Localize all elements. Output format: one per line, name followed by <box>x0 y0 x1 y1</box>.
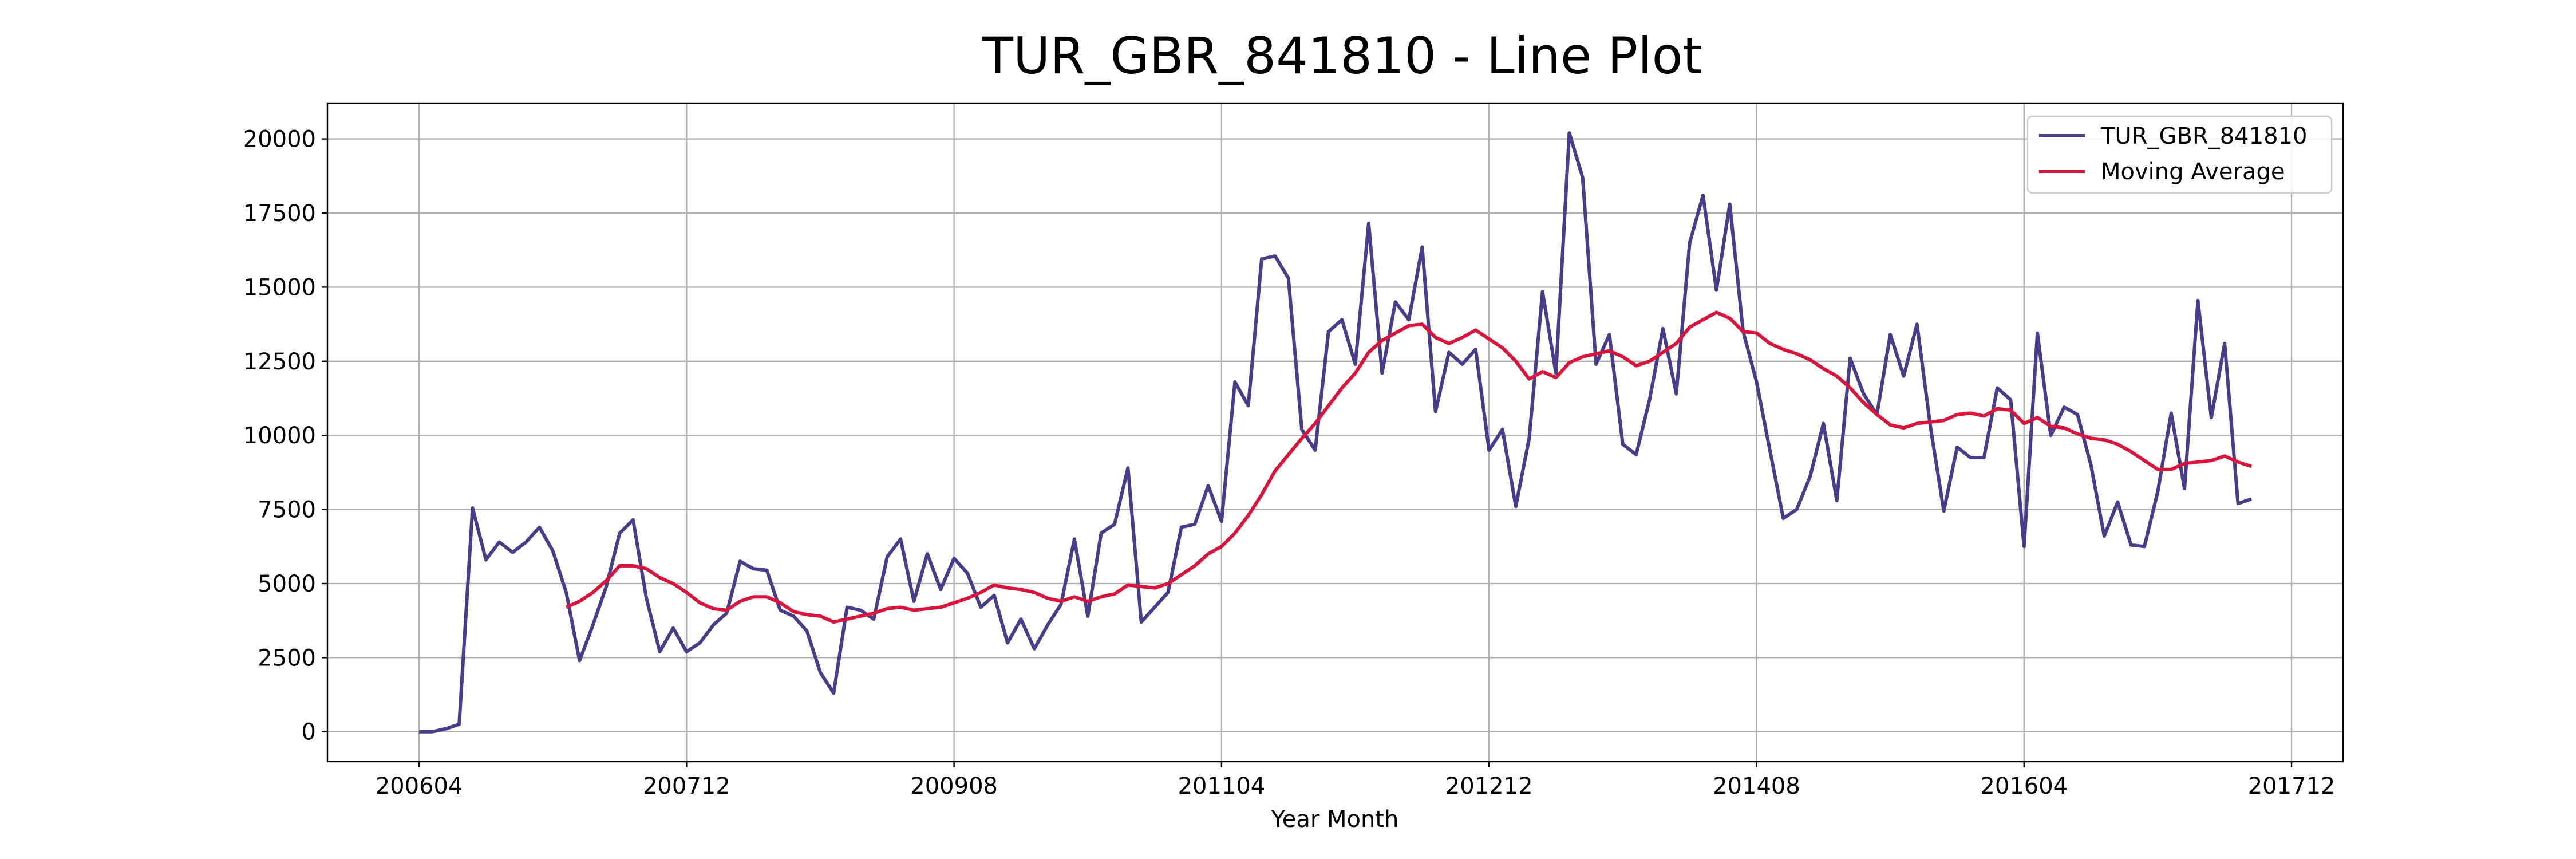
y-tick-label: 15000 <box>243 274 316 301</box>
legend-label: Moving Average <box>2101 159 2285 185</box>
x-tick-label: 201712 <box>2248 773 2336 799</box>
y-tick-label: 0 <box>302 719 316 746</box>
x-tick-label: 201408 <box>1713 773 1800 799</box>
y-tick-label: 20000 <box>243 127 316 153</box>
axes-frame <box>326 102 2344 763</box>
x-tick-label: 201104 <box>1178 773 1266 799</box>
y-tick-label: 5000 <box>258 571 316 597</box>
plot-area <box>419 131 2252 734</box>
grid <box>327 103 2343 762</box>
y-tick-label: 12500 <box>243 349 316 375</box>
series-line <box>419 131 2252 734</box>
y-tick-label: 7500 <box>258 497 316 523</box>
legend-label: TUR_GBR_841810 <box>2100 123 2307 149</box>
legend: TUR_GBR_841810 Moving Average <box>2026 115 2333 194</box>
series-line <box>565 310 2252 624</box>
chart-title: TUR_GBR_841810 - Line Plot <box>982 26 1702 85</box>
x-tick-label: 200712 <box>643 773 730 799</box>
x-tick-label: 200604 <box>376 773 463 799</box>
y-tick-label: 17500 <box>243 200 316 227</box>
x-tick-label: 201604 <box>1980 773 2068 799</box>
ticks: 0 2500 5000 7500 10000 12500 15000 17500 20000 20… <box>243 127 2336 799</box>
y-tick-label: 10000 <box>243 423 316 449</box>
x-axis-label: Year Month <box>1271 806 1399 833</box>
x-tick-label: 200908 <box>910 773 998 799</box>
y-tick-label: 2500 <box>258 645 316 671</box>
legend-box <box>2026 115 2333 194</box>
x-tick-label: 201212 <box>1445 773 1533 799</box>
